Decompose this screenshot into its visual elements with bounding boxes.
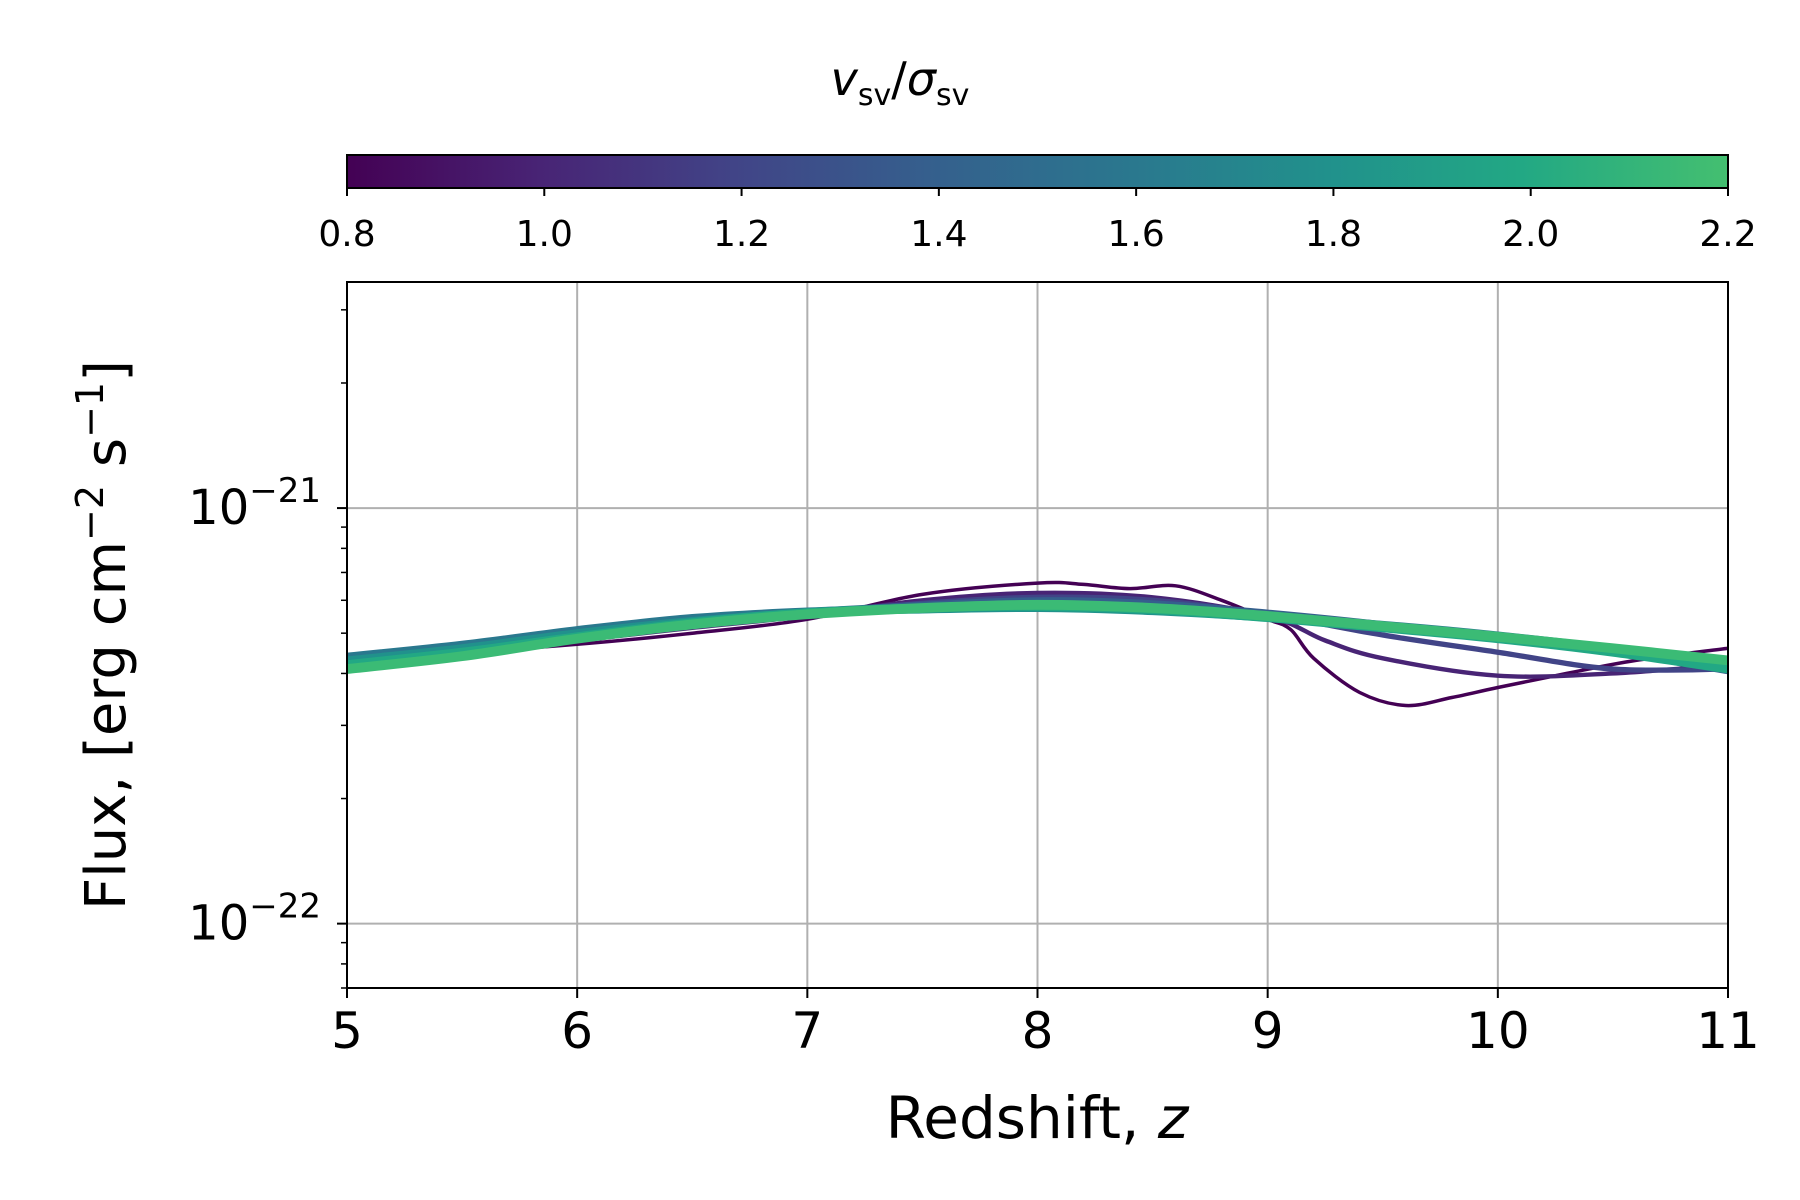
x-tick-label: 11 [1696,1002,1760,1060]
x-axis-title: Redshift, z [886,1084,1190,1152]
colorbar-tick-label: 0.8 [318,214,375,255]
y-tick-label: 10−22 [188,887,321,952]
x-tick-label: 6 [561,1002,593,1060]
series-layer [347,580,1728,708]
colorbar-tick-label: 2.0 [1502,214,1559,255]
colorbar-tick-label: 2.2 [1699,214,1756,255]
series-line-2-2 [347,599,1728,674]
y-axis: 10−22 10−21 [188,309,347,989]
y-axis-title: Flux, [erg cm−2 s−1] [68,360,139,910]
colorbar-tick-label: 1.8 [1305,214,1362,255]
x-tick-label: 5 [331,1002,363,1060]
colorbar-tick-label: 1.4 [910,214,967,255]
colorbar-tick-label: 1.6 [1108,214,1165,255]
colorbar-tick-label: 1.2 [713,214,770,255]
colorbar-ticks: 0.8 1.0 1.2 1.4 1.6 1.8 2.0 2.2 [318,188,1757,255]
x-tick-label: 8 [1022,1002,1054,1060]
x-axis: 5 6 7 8 9 10 11 [331,988,1760,1060]
colorbar [346,154,1729,189]
x-tick-label: 7 [791,1002,823,1060]
colorbar-title: vsv/σsv [831,52,970,113]
x-tick-label: 9 [1252,1002,1284,1060]
colorbar-tick-label: 1.0 [516,214,573,255]
x-tick-label: 10 [1466,1002,1530,1060]
series-line-0-8 [347,580,1728,708]
y-tick-label: 10−21 [188,471,321,536]
